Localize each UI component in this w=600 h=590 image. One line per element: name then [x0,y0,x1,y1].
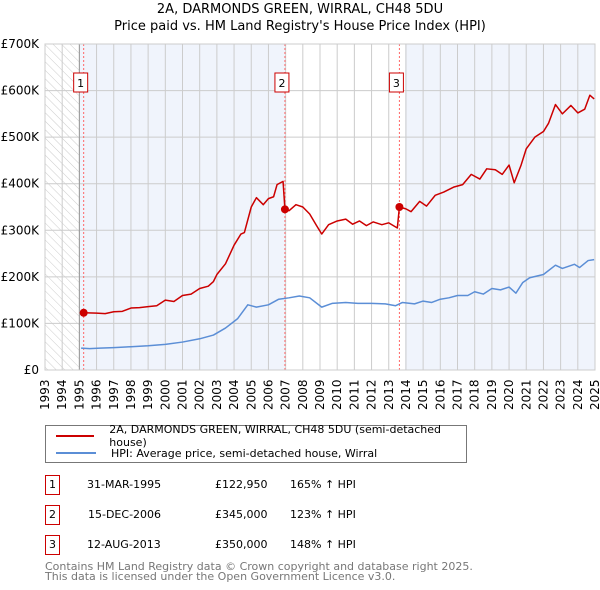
footer-licence: This data is licensed under the Open Gov… [45,570,396,583]
legend: 2A, DARMONDS GREEN, WIRRAL, CH48 5DU (se… [45,423,467,463]
x-tick-label: 2019 [485,379,499,410]
x-tick-label: 1998 [124,379,138,410]
x-tick-label: 2009 [313,379,327,410]
sale-price: £345,000 [215,508,268,521]
x-tick-label: 2012 [365,379,379,410]
x-tick-label: 2014 [399,379,413,410]
hpi-line [81,258,595,350]
legend-swatch-red [56,435,95,437]
sale-hpi: 148% ↑ HPI [290,538,356,551]
price-paid-line [83,94,595,315]
x-tick-label: 1995 [72,379,86,410]
y-tick-label: £600K [1,84,41,98]
x-tick-label: 2000 [158,379,172,410]
x-tick-label: 2023 [554,379,568,410]
legend-item-hpi: HPI: Average price, semi-detached house,… [56,445,377,461]
sale-price: £350,000 [215,538,268,551]
x-tick-label: 2004 [227,379,241,410]
price-chart: 1993 1994 1995 1996 1997 1998 1999 2000 2001 2002… [1,37,600,410]
sale-hpi: 123% ↑ HPI [290,508,356,521]
y-tick-label: £200K [1,270,41,284]
x-tick-label: 2021 [519,379,533,410]
x-tick-label: 2016 [433,379,447,410]
y-tick-label: £700K [1,37,41,51]
sale-point [280,205,289,214]
sale-badge: 3 [45,535,60,555]
x-tick-label: 2017 [451,379,465,410]
sale-label: 3 [393,77,400,90]
legend-label-property: 2A, DARMONDS GREEN, WIRRAL, CH48 5DU (se… [109,423,442,449]
sale-label: 2 [278,77,285,90]
x-tick-label: 2003 [210,379,224,410]
x-tick-label: 2010 [330,379,344,410]
sale-date: 31-MAR-1995 [87,478,162,491]
x-tick-label: 1996 [90,379,104,410]
x-tick-label: 2002 [193,379,207,410]
sale-badge: 2 [45,505,60,525]
shaded-period [405,44,595,370]
x-tick-label: 2008 [296,379,310,410]
x-tick-label: 2006 [261,379,275,410]
sale-date: 12-AUG-2013 [87,538,161,551]
x-tick-label: 2001 [176,379,190,410]
x-tick-label: 2024 [571,379,585,410]
x-tick-label: 1997 [107,379,121,410]
chart-subtitle: Price paid vs. HM Land Registry's House … [114,19,486,34]
chart-title: 2A, DARMONDS GREEN, WIRRAL, CH48 5DU [156,2,444,17]
y-tick-label: £400K [1,177,41,191]
legend-swatch-blue [56,452,96,454]
legend-item-property: 2A, DARMONDS GREEN, WIRRAL, CH48 5DU (se… [56,423,466,449]
x-tick-label: 2005 [244,379,258,410]
x-tick-label: 2015 [416,379,430,410]
x-tick-label: 1999 [141,379,155,410]
x-tick-label: 1993 [38,379,52,410]
sale-label-box [274,72,290,93]
footer-copyright: Contains HM Land Registry data © Crown c… [45,560,473,573]
legend-label-hpi: HPI: Average price, semi-detached house,… [111,446,378,460]
plot-border [44,43,596,371]
sale-label-box [73,72,89,93]
sale-label-box [388,72,404,93]
sale-point [79,308,88,317]
sale-label: 1 [77,77,84,90]
x-tick-label: 2011 [347,379,361,410]
x-tick-label: 2013 [382,379,396,410]
y-tick-label: £0 [24,363,39,377]
x-tick-label: 2025 [588,379,600,410]
x-tick-label: 2007 [279,379,293,410]
sale-badge: 1 [45,475,60,495]
y-tick-label: £500K [1,130,41,144]
x-tick-label: 1994 [55,379,69,410]
y-tick-label: £300K [1,223,41,237]
sale-price: £122,950 [215,478,268,491]
x-tick-label: 2020 [502,379,516,410]
x-tick-label: 2018 [468,379,482,410]
sale-date: 15-DEC-2006 [88,508,162,521]
sale-hpi: 165% ↑ HPI [290,478,356,491]
y-tick-label: £100K [1,316,41,330]
sale-point [395,203,404,211]
x-tick-label: 2022 [536,379,550,410]
